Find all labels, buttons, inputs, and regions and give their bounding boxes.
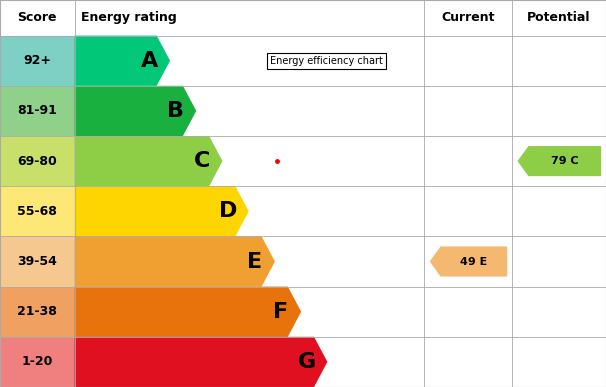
Polygon shape xyxy=(75,186,248,236)
Polygon shape xyxy=(75,236,275,287)
Bar xyxy=(0,287,75,337)
Text: Score: Score xyxy=(18,11,57,24)
Polygon shape xyxy=(75,337,327,387)
Bar xyxy=(0,236,75,287)
Text: Current: Current xyxy=(441,11,495,24)
Text: 39-54: 39-54 xyxy=(18,255,57,268)
Text: D: D xyxy=(219,201,238,221)
Polygon shape xyxy=(430,247,507,277)
Text: 79 C: 79 C xyxy=(551,156,579,166)
Bar xyxy=(0,36,75,86)
Text: 49 E: 49 E xyxy=(461,257,487,267)
Bar xyxy=(0,86,75,136)
Text: 69-80: 69-80 xyxy=(18,154,57,168)
Text: B: B xyxy=(167,101,184,121)
Bar xyxy=(0,337,75,387)
Polygon shape xyxy=(75,86,196,136)
Polygon shape xyxy=(75,36,170,86)
Bar xyxy=(0,186,75,236)
Text: F: F xyxy=(273,302,288,322)
Text: 55-68: 55-68 xyxy=(18,205,57,218)
Text: 1-20: 1-20 xyxy=(22,355,53,368)
Polygon shape xyxy=(75,287,301,337)
Text: 21-38: 21-38 xyxy=(18,305,57,318)
Text: 92+: 92+ xyxy=(23,54,52,67)
Text: Energy rating: Energy rating xyxy=(81,11,176,24)
Text: C: C xyxy=(194,151,210,171)
Polygon shape xyxy=(75,136,222,186)
Polygon shape xyxy=(518,146,601,176)
Text: E: E xyxy=(247,252,262,272)
Text: Potential: Potential xyxy=(527,11,591,24)
Bar xyxy=(0,136,75,186)
Text: 81-91: 81-91 xyxy=(18,104,57,117)
Text: A: A xyxy=(141,51,158,71)
Text: G: G xyxy=(298,352,316,372)
Text: Energy efficiency chart: Energy efficiency chart xyxy=(270,56,383,66)
